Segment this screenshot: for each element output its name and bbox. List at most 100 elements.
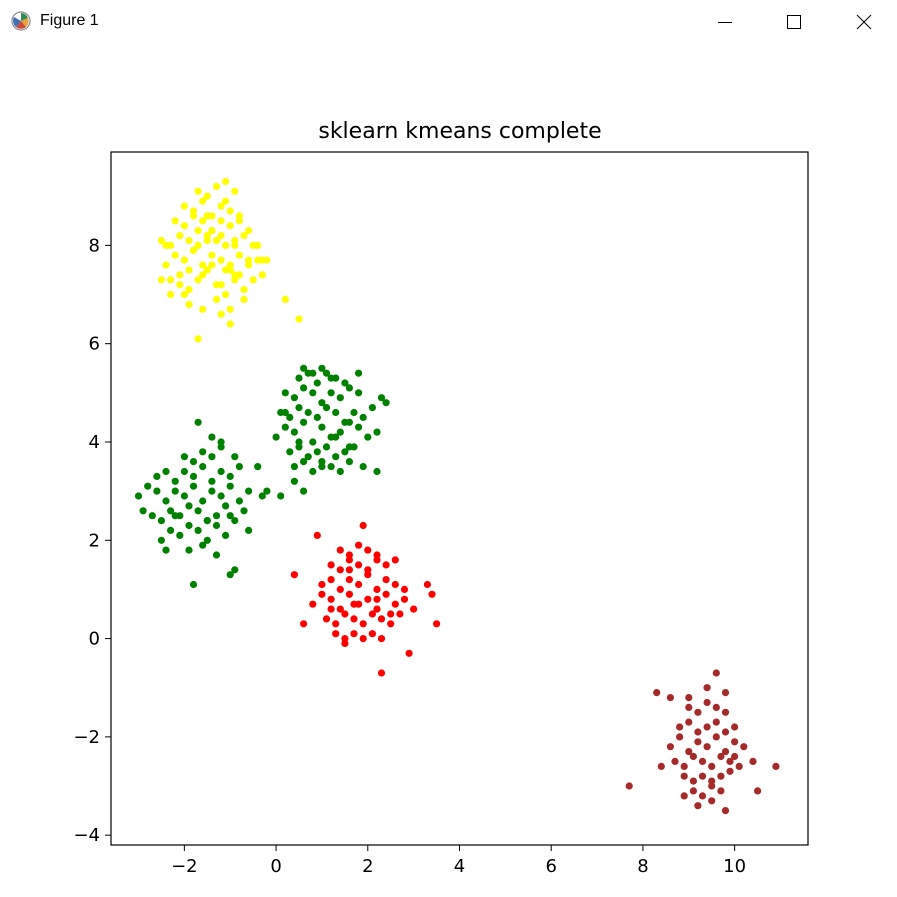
data-point-cluster-4 (318, 580, 326, 589)
close-icon (856, 14, 872, 30)
data-point-cluster-2 (382, 399, 390, 407)
data-point-cluster-4 (318, 590, 326, 598)
data-point-cluster-3 (235, 463, 243, 471)
data-point-cluster-2 (341, 448, 349, 456)
data-point-cluster-4 (382, 576, 390, 584)
data-point-cluster-2 (345, 458, 353, 466)
x-tick-label: 6 (545, 856, 556, 877)
y-tick-label: 4 (89, 432, 100, 453)
data-point-cluster-3 (171, 477, 179, 485)
data-point-cluster-3 (162, 546, 170, 554)
data-point-cluster-4 (428, 590, 436, 598)
data-point-cluster-5 (721, 748, 730, 756)
data-point-cluster-4 (345, 590, 353, 598)
data-point-cluster-1 (194, 241, 202, 249)
data-point-cluster-4 (359, 620, 367, 628)
data-point-cluster-5 (657, 762, 665, 771)
data-point-cluster-2 (295, 374, 303, 382)
data-point-cluster-5 (698, 757, 707, 766)
data-point-cluster-3 (157, 536, 165, 544)
data-point-cluster-3 (212, 512, 221, 520)
data-point-cluster-3 (212, 551, 221, 559)
close-button[interactable] (829, 0, 897, 44)
data-point-cluster-2 (304, 453, 312, 461)
data-point-cluster-1 (254, 241, 262, 249)
data-point-cluster-4 (382, 590, 390, 598)
data-point-cluster-1 (245, 227, 253, 235)
data-point-cluster-3 (180, 492, 188, 500)
data-point-cluster-2 (272, 433, 280, 441)
maximize-icon (786, 14, 802, 30)
minimize-button[interactable] (690, 0, 760, 44)
data-point-cluster-4 (313, 531, 321, 539)
data-point-cluster-1 (189, 207, 198, 215)
data-point-cluster-5 (717, 787, 725, 795)
data-point-cluster-5 (703, 684, 711, 692)
data-point-cluster-3 (199, 541, 207, 549)
data-point-cluster-3 (208, 453, 216, 461)
data-point-cluster-3 (185, 521, 193, 530)
data-point-cluster-1 (167, 276, 175, 284)
title-bar[interactable]: Figure 1 (0, 0, 897, 44)
data-point-cluster-2 (350, 408, 358, 417)
data-point-cluster-2 (318, 364, 326, 372)
data-point-cluster-3 (189, 472, 198, 480)
data-point-cluster-1 (180, 222, 188, 230)
data-point-cluster-1 (217, 202, 225, 210)
data-point-cluster-4 (341, 639, 349, 648)
data-point-cluster-1 (226, 320, 234, 328)
data-point-cluster-1 (176, 271, 184, 279)
data-point-cluster-1 (226, 222, 234, 230)
data-point-cluster-2 (355, 423, 363, 431)
data-point-cluster-4 (300, 620, 308, 628)
data-point-cluster-4 (373, 595, 381, 603)
data-point-cluster-3 (199, 497, 207, 505)
data-point-cluster-2 (332, 453, 340, 461)
data-point-cluster-5 (689, 752, 698, 761)
data-point-cluster-4 (364, 595, 372, 603)
x-tick-label: 8 (637, 856, 648, 877)
data-point-cluster-4 (332, 630, 340, 638)
data-point-cluster-5 (703, 743, 711, 751)
matplotlib-figure-icon (10, 10, 32, 32)
data-point-cluster-5 (708, 762, 716, 771)
data-point-cluster-2 (377, 394, 386, 402)
data-point-cluster-4 (350, 630, 358, 638)
data-point-cluster-3 (199, 448, 207, 456)
data-point-cluster-1 (222, 197, 230, 205)
data-point-cluster-3 (189, 458, 198, 466)
data-point-cluster-1 (176, 281, 184, 289)
data-point-cluster-4 (373, 551, 381, 559)
data-point-cluster-3 (231, 453, 239, 461)
data-point-cluster-3 (245, 526, 253, 534)
data-point-cluster-5 (676, 733, 684, 741)
data-point-cluster-3 (185, 502, 193, 510)
data-point-cluster-2 (290, 428, 298, 436)
data-point-cluster-4 (396, 610, 404, 618)
data-point-cluster-3 (139, 507, 147, 515)
data-point-cluster-5 (721, 708, 730, 716)
figure-canvas: sklearn kmeans complete −2 0 2 4 6 8 10 −4 −2 0 2 4… (0, 44, 897, 897)
data-point-cluster-4 (350, 615, 358, 623)
data-point-cluster-1 (176, 232, 184, 240)
ticks-layer: −2 0 2 4 6 8 10 −4 −2 0 2 4 6 8 (73, 235, 746, 877)
data-point-cluster-2 (373, 467, 381, 476)
data-point-cluster-4 (364, 546, 372, 554)
maximize-button[interactable] (759, 0, 829, 44)
data-point-cluster-5 (708, 797, 716, 805)
data-point-cluster-2 (345, 384, 353, 392)
data-point-cluster-3 (162, 497, 170, 505)
data-point-cluster-2 (355, 369, 363, 377)
data-point-cluster-2 (309, 467, 317, 476)
data-point-cluster-1 (222, 241, 230, 249)
data-point-cluster-5 (731, 752, 739, 761)
data-point-cluster-5 (698, 792, 707, 800)
data-point-cluster-5 (653, 689, 661, 697)
data-point-cluster-4 (405, 649, 413, 657)
data-point-cluster-4 (336, 605, 344, 613)
data-point-cluster-2 (300, 364, 308, 372)
data-point-cluster-2 (322, 404, 331, 412)
data-point-cluster-5 (666, 743, 675, 751)
data-point-cluster-1 (185, 266, 193, 274)
